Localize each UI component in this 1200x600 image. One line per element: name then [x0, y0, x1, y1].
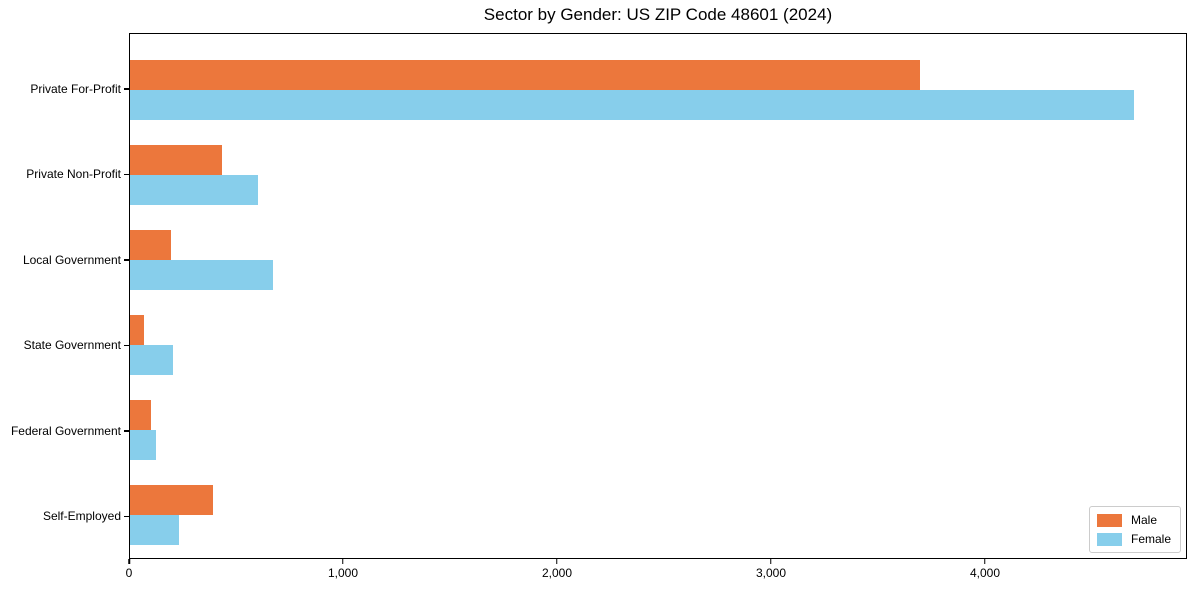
bar-male: [130, 485, 214, 516]
y-tick-mark: [124, 173, 129, 175]
bar-female: [130, 259, 274, 290]
y-label-slot: State Government: [0, 303, 121, 389]
x-tick-label: 4,000: [969, 566, 1000, 580]
y-tick-mark: [124, 259, 129, 261]
y-axis-label: Self-Employed: [42, 509, 121, 524]
y-axis-labels: Private For-Profit Private Non-Profit Loca…: [0, 33, 121, 559]
bar-group: [130, 473, 1186, 558]
legend-label-female: Female: [1130, 532, 1171, 546]
x-tick-mark: [342, 559, 344, 564]
y-axis-label: State Government: [23, 338, 121, 353]
y-axis-label: Private Non-Profit: [26, 167, 121, 182]
bar-female: [130, 515, 180, 546]
legend-item-female: Female: [1096, 532, 1171, 546]
y-axis-label: Private For-Profit: [30, 81, 121, 96]
y-tick-mark: [124, 344, 129, 346]
y-axis-label: Federal Government: [10, 423, 121, 438]
x-tick-label: 3,000: [755, 566, 786, 580]
bar-male: [130, 315, 144, 346]
y-tick-mark: [124, 430, 129, 432]
y-tick-mark: [124, 88, 129, 90]
y-axis-ticks: [124, 33, 129, 559]
bar-female: [130, 430, 156, 461]
bar-male: [130, 229, 171, 260]
y-tick-slot: [124, 303, 129, 389]
y-label-slot: Self-Employed: [0, 474, 121, 560]
x-tick-mark: [556, 559, 558, 564]
bar-female: [130, 345, 173, 376]
bar-male: [130, 59, 921, 90]
bar-female: [130, 89, 1134, 120]
x-tick-label: 2,000: [541, 566, 572, 580]
y-label-slot: Local Government: [0, 217, 121, 303]
bar-group: [130, 303, 1186, 388]
male-swatch-icon: [1096, 513, 1122, 527]
y-label-slot: Private Non-Profit: [0, 132, 121, 218]
y-tick-mark: [124, 515, 129, 517]
y-tick-slot: [124, 46, 129, 132]
female-swatch-icon: [1096, 532, 1122, 546]
legend-item-male: Male: [1096, 513, 1171, 527]
x-tick-mark: [984, 559, 986, 564]
bar-group: [130, 47, 1186, 132]
chart-title: Sector by Gender: US ZIP Code 48601 (202…: [483, 5, 833, 24]
y-tick-slot: [124, 474, 129, 560]
y-tick-slot: [124, 388, 129, 474]
x-tick-label: 0: [125, 566, 133, 580]
legend-label-male: Male: [1130, 513, 1157, 527]
bar-group: [130, 388, 1186, 473]
x-axis: 0 1,000 2,000 3,000 4,000: [125, 559, 1187, 589]
bar-group: [130, 217, 1186, 302]
bar-female: [130, 174, 259, 205]
bar-group: [130, 132, 1186, 217]
x-tick-mark: [128, 559, 130, 564]
x-tick-mark: [770, 559, 772, 564]
y-axis-label: Local Government: [22, 252, 121, 267]
y-tick-slot: [124, 217, 129, 303]
bar-male: [130, 144, 222, 175]
y-tick-slot: [124, 132, 129, 218]
x-tick-label: 1,000: [327, 566, 358, 580]
plot-area: Male Female: [129, 33, 1187, 559]
legend: Male Female: [1088, 506, 1181, 553]
y-label-slot: Federal Government: [0, 388, 121, 474]
bar-male: [130, 400, 152, 431]
bar-rows: [130, 34, 1186, 558]
y-label-slot: Private For-Profit: [0, 46, 121, 132]
